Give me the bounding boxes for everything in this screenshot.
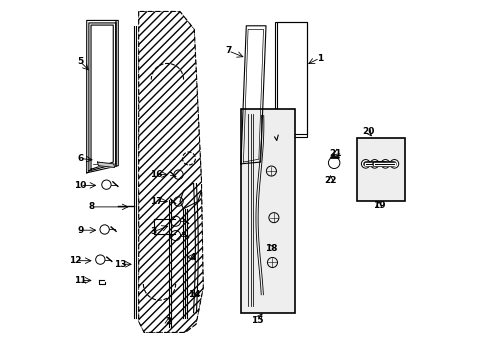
Text: 2: 2 (164, 317, 171, 326)
Text: 22: 22 (324, 176, 336, 185)
Text: 1: 1 (316, 54, 322, 63)
Text: 4: 4 (189, 253, 195, 262)
Bar (241, 109, 295, 314)
Text: 19: 19 (372, 201, 385, 210)
Circle shape (389, 159, 398, 168)
Text: 7: 7 (224, 46, 231, 55)
Polygon shape (97, 162, 115, 167)
Text: 8: 8 (89, 202, 95, 211)
Text: 12: 12 (69, 256, 81, 265)
Circle shape (369, 159, 378, 168)
Text: 11: 11 (74, 276, 86, 285)
Text: 10: 10 (74, 181, 86, 190)
Text: 13: 13 (114, 260, 127, 269)
Circle shape (380, 159, 389, 168)
Text: 9: 9 (77, 226, 83, 235)
Text: 20: 20 (361, 127, 374, 136)
Text: 18: 18 (264, 244, 277, 253)
Text: 5: 5 (77, 57, 83, 66)
Text: 14: 14 (187, 290, 200, 299)
Text: 3: 3 (150, 228, 156, 237)
Bar (277, 22, 306, 134)
Text: 15: 15 (250, 316, 263, 325)
Bar (274, 22, 306, 137)
Bar (357, 138, 405, 201)
Text: 21: 21 (329, 149, 342, 158)
Text: 6: 6 (77, 154, 83, 163)
Text: 16: 16 (150, 170, 163, 179)
Text: 17: 17 (150, 197, 163, 206)
Circle shape (361, 159, 369, 168)
